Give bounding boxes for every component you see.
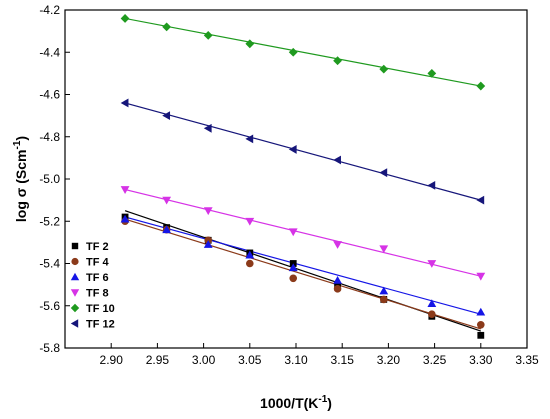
data-point bbox=[162, 22, 172, 32]
data-point bbox=[288, 145, 297, 154]
data-point bbox=[203, 240, 213, 248]
y-tick-label: -4.6 bbox=[39, 88, 60, 102]
data-point bbox=[427, 180, 436, 190]
y-tick-label: -5.8 bbox=[39, 341, 60, 355]
legend-marker bbox=[70, 319, 79, 328]
legend-marker bbox=[71, 257, 79, 266]
data-point bbox=[162, 196, 172, 205]
data-point bbox=[476, 272, 486, 281]
data-point bbox=[288, 47, 298, 57]
fit-line bbox=[124, 218, 481, 330]
y-tick-label: -5.4 bbox=[39, 257, 60, 271]
legend-label: TF 10 bbox=[86, 303, 115, 315]
plot-frame bbox=[64, 9, 528, 349]
data-point bbox=[379, 295, 388, 304]
x-tick-label: 3.05 bbox=[238, 353, 262, 367]
y-tick-label: -4.4 bbox=[39, 45, 60, 59]
data-points bbox=[120, 14, 486, 339]
data-point bbox=[245, 217, 255, 226]
legend: TF 2 TF 4 TF 6 TF 8 TF 10 TF 12 bbox=[70, 241, 115, 331]
y-tick-label: -4.2 bbox=[39, 3, 60, 17]
data-point bbox=[288, 263, 298, 272]
legend-label: TF 12 bbox=[86, 319, 115, 331]
x-tick-label: 3.20 bbox=[377, 353, 401, 367]
fit-line bbox=[124, 216, 481, 315]
data-point bbox=[428, 310, 436, 319]
y-tick-label: -5.0 bbox=[39, 172, 60, 186]
data-point bbox=[427, 299, 437, 308]
data-point bbox=[203, 30, 213, 40]
data-point bbox=[476, 81, 486, 91]
data-point bbox=[246, 259, 254, 268]
data-point bbox=[245, 250, 255, 259]
fit-lines bbox=[124, 17, 481, 332]
data-point bbox=[477, 320, 485, 329]
data-point bbox=[379, 245, 389, 254]
fit-line bbox=[124, 17, 481, 87]
plot-area bbox=[64, 9, 528, 349]
x-tick-label: 3.10 bbox=[284, 353, 308, 367]
legend-marker bbox=[71, 242, 79, 250]
data-point bbox=[120, 14, 130, 23]
data-point bbox=[333, 155, 341, 165]
x-tick-label: 2.90 bbox=[100, 353, 124, 367]
data-point bbox=[288, 228, 298, 237]
legend-marker bbox=[70, 289, 80, 297]
y-tick-label: -4.8 bbox=[39, 130, 60, 144]
axes: 2.90 2.95 3.00 3.05 3.10 3.15 3.20 3.25 3.30 3.35… bbox=[39, 3, 539, 367]
data-point bbox=[477, 331, 485, 339]
legend-label: TF 8 bbox=[86, 288, 109, 300]
x-tick-label: 3.30 bbox=[469, 353, 493, 367]
data-point bbox=[476, 307, 486, 316]
data-point bbox=[333, 56, 342, 66]
data-point bbox=[427, 68, 437, 78]
x-tick-label: 2.95 bbox=[146, 353, 170, 367]
legend-label: TF 2 bbox=[86, 241, 109, 253]
data-point bbox=[427, 260, 437, 268]
y-tick-label: -5.2 bbox=[39, 214, 60, 228]
legend-marker bbox=[70, 272, 80, 281]
data-point bbox=[379, 286, 389, 295]
data-point bbox=[379, 64, 389, 74]
legend-label: TF 6 bbox=[86, 272, 109, 284]
x-tick-label: 3.15 bbox=[331, 353, 355, 367]
data-point bbox=[333, 276, 342, 284]
data-point bbox=[120, 98, 129, 108]
data-point bbox=[245, 134, 254, 144]
x-tick-label: 3.00 bbox=[192, 353, 216, 367]
y-tick-label: -5.6 bbox=[39, 299, 60, 313]
data-point bbox=[120, 214, 130, 223]
legend-marker bbox=[70, 303, 80, 313]
x-tick-label: 3.25 bbox=[423, 353, 447, 367]
data-point bbox=[289, 274, 298, 283]
data-point bbox=[162, 111, 171, 121]
x-axis-label: 1000/T(K-1) bbox=[260, 394, 332, 411]
legend-label: TF 4 bbox=[86, 257, 109, 269]
data-point bbox=[333, 241, 342, 249]
data-point bbox=[333, 285, 342, 293]
data-point bbox=[476, 195, 485, 205]
data-point bbox=[203, 123, 212, 133]
fit-line bbox=[124, 102, 481, 201]
data-point bbox=[379, 168, 388, 178]
data-point bbox=[162, 225, 172, 234]
x-tick-label: 3.35 bbox=[515, 353, 539, 367]
data-point bbox=[245, 39, 255, 49]
data-point bbox=[120, 186, 130, 194]
data-point bbox=[203, 207, 213, 216]
y-axis-label: log σ (Scm-1) bbox=[12, 136, 29, 222]
fit-line bbox=[124, 188, 481, 277]
